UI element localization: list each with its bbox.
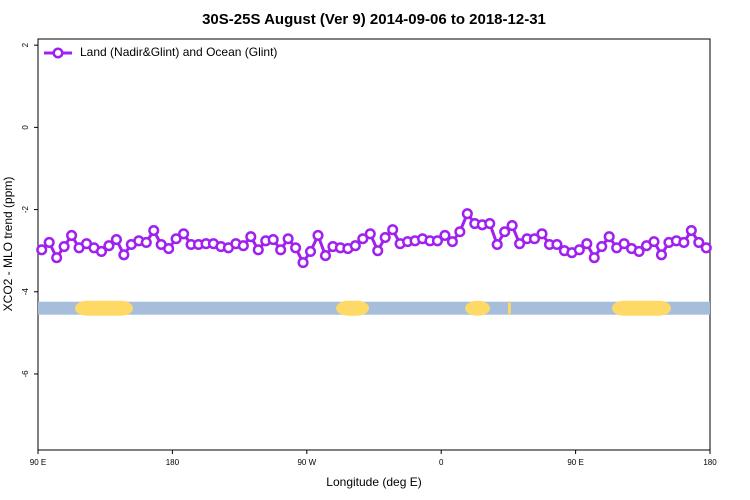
- data-point: [36, 244, 48, 256]
- data-point: [252, 244, 264, 256]
- data-point: [349, 240, 361, 252]
- data-point: [312, 229, 324, 242]
- data-point: [439, 229, 451, 242]
- y-tick-label: -2: [21, 205, 30, 213]
- data-point: [603, 231, 615, 243]
- data-point: [66, 229, 78, 242]
- land-segment: [612, 300, 672, 316]
- data-point: [364, 228, 376, 240]
- data-point: [178, 228, 190, 240]
- legend-label: Land (Nadir&Glint) and Ocean (Glint): [80, 45, 277, 59]
- y-axis-label: XCO2 - MLO trend (ppm): [1, 177, 15, 312]
- x-tick-label: 180: [166, 458, 180, 467]
- data-point: [357, 233, 369, 245]
- data-point: [454, 226, 466, 238]
- data-point: [655, 249, 668, 261]
- y-tick-label: -4: [21, 288, 30, 296]
- data-point: [372, 245, 384, 257]
- data-point: [431, 235, 444, 247]
- data-point: [95, 245, 108, 258]
- x-tick-label: 90 E: [567, 458, 583, 467]
- data-point: [118, 249, 130, 261]
- data-point: [536, 228, 548, 240]
- data-point: [304, 245, 317, 258]
- data-point: [514, 238, 526, 250]
- data-point: [551, 238, 563, 251]
- data-point: [528, 233, 541, 245]
- data-point: [43, 236, 55, 248]
- data-point: [290, 242, 302, 254]
- data-point: [275, 244, 287, 256]
- land-segment: [336, 300, 370, 316]
- data-point: [140, 236, 152, 248]
- data-point: [163, 243, 175, 255]
- data-point: [678, 236, 690, 248]
- y-tick-label: 0: [21, 125, 30, 130]
- land-segment: [507, 300, 511, 316]
- data-point: [297, 257, 309, 269]
- y-tick-label: -6: [21, 370, 30, 378]
- x-tick-label: 90 E: [30, 458, 46, 467]
- data-point: [693, 236, 705, 248]
- y-tick-label: 2: [21, 42, 30, 47]
- data-point: [446, 236, 458, 248]
- data-point: [491, 238, 503, 251]
- ocean-band: [38, 301, 710, 315]
- data-point: [58, 241, 70, 253]
- data-point: [237, 240, 249, 252]
- data-point: [506, 220, 518, 232]
- chart-title: 30S-25S August (Ver 9) 2014-09-06 to 201…: [202, 11, 546, 28]
- data-point: [170, 233, 182, 245]
- land-segment: [465, 300, 491, 316]
- land-segment: [75, 300, 133, 316]
- x-tick-label: 90 W: [297, 458, 316, 467]
- legend-marker: [52, 47, 64, 59]
- x-axis-label: Longitude (deg E): [326, 475, 421, 489]
- data-point: [700, 242, 712, 254]
- x-tick-label: 180: [703, 458, 717, 467]
- data-point: [267, 234, 279, 246]
- data-point: [319, 250, 332, 262]
- data-point: [596, 241, 608, 253]
- data-point: [581, 238, 593, 250]
- data-point: [461, 208, 473, 220]
- data-point: [588, 252, 600, 264]
- data-point: [499, 226, 511, 238]
- data-point: [103, 240, 115, 252]
- x-tick-label: 0: [439, 458, 444, 467]
- data-point: [648, 236, 660, 248]
- data-point: [51, 252, 63, 264]
- data-point: [387, 224, 399, 236]
- data-point: [618, 238, 630, 250]
- data-point: [282, 233, 294, 245]
- data-point: [148, 224, 160, 237]
- data-point: [245, 231, 257, 243]
- data-point: [110, 234, 122, 246]
- data-point: [685, 224, 697, 237]
- data-point: [484, 217, 496, 230]
- data-point: [573, 244, 585, 256]
- data-point: [633, 245, 645, 258]
- data-point: [379, 231, 391, 244]
